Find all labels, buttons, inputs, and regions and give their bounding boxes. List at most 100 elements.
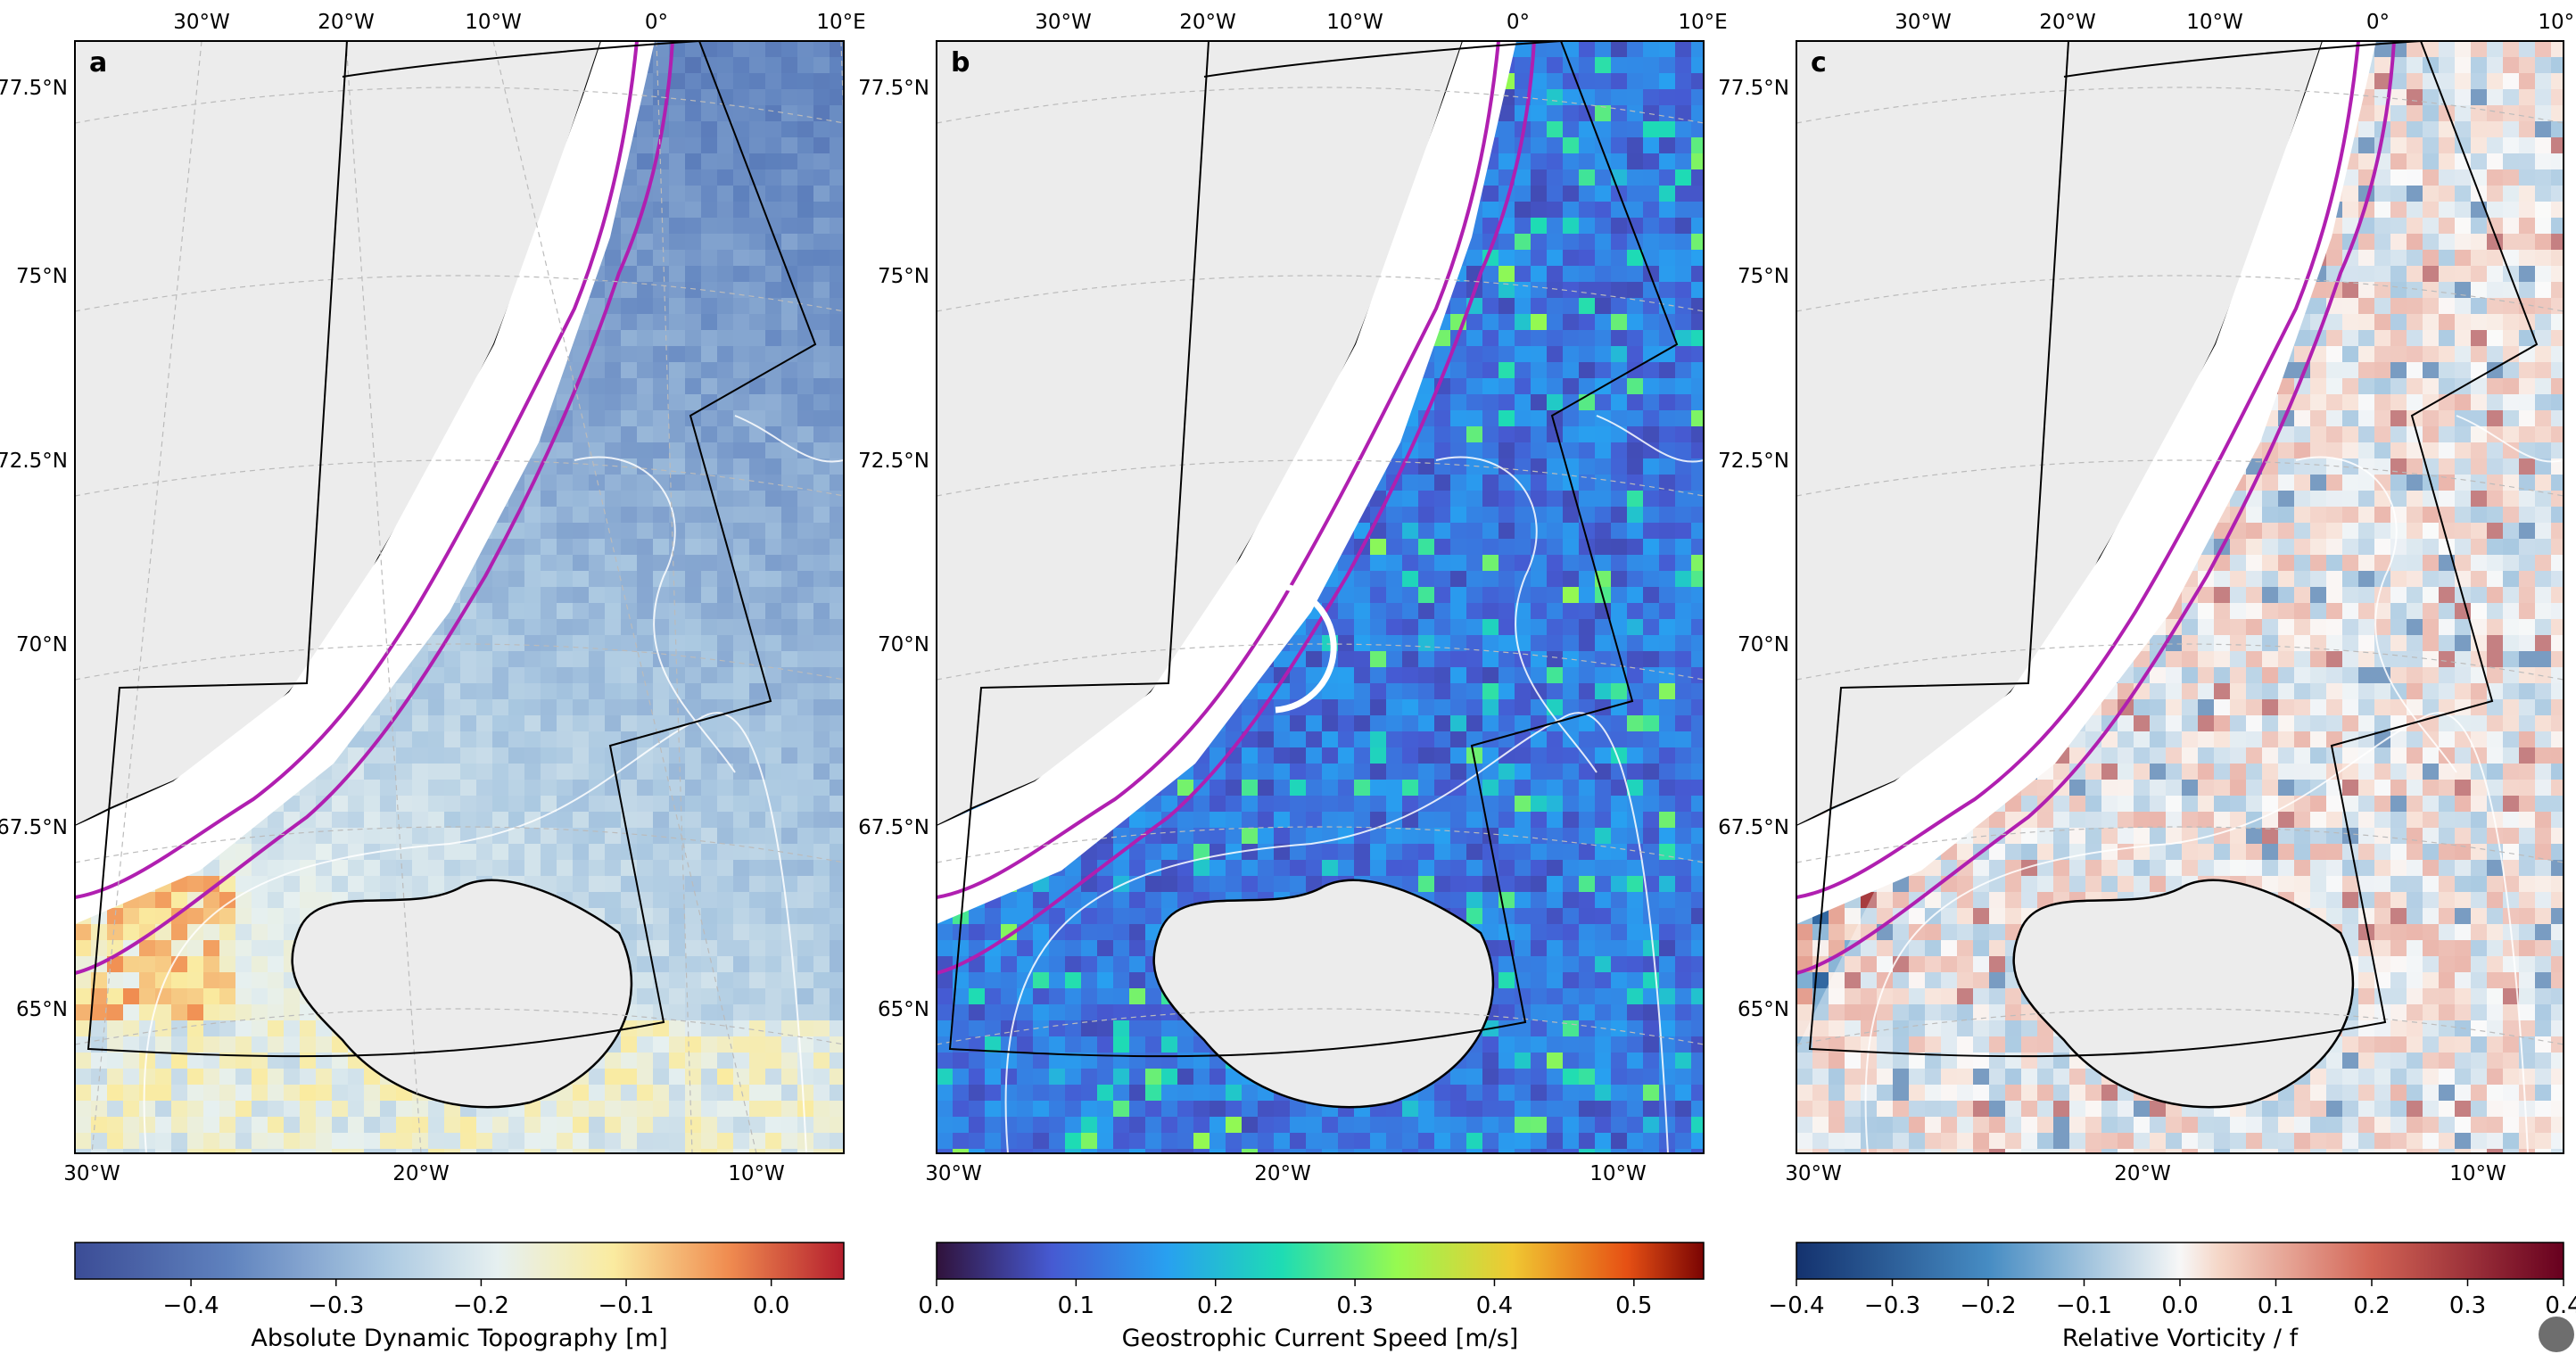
field-cell [219, 1101, 236, 1118]
field-cell [605, 667, 622, 684]
field-cell [1499, 218, 1515, 235]
field-cell [589, 747, 606, 764]
field-cell [669, 860, 686, 877]
field-cell [669, 137, 686, 154]
field-cell [830, 202, 844, 219]
field-cell [589, 715, 606, 732]
field-cell [541, 539, 557, 556]
field-cell [1627, 218, 1644, 235]
field-cell [557, 828, 574, 845]
field-cell [1418, 475, 1435, 491]
field-cell [781, 362, 798, 379]
field-cell [1515, 169, 1532, 186]
field-cell [541, 715, 557, 732]
field-cell [685, 860, 702, 877]
field-cell [524, 651, 541, 668]
field-cell [733, 105, 750, 122]
field-cell [765, 731, 782, 748]
field-cell [653, 860, 670, 877]
field-cell [107, 1036, 124, 1053]
field-cell [573, 812, 590, 829]
field-cell [717, 1053, 734, 1069]
field-cell [653, 57, 670, 74]
field-cell [171, 1036, 188, 1053]
field-cell [653, 844, 670, 861]
field-cell [1691, 57, 1704, 74]
field-cell [797, 860, 814, 877]
model-domain-outline [87, 41, 817, 1058]
field-cell [316, 1117, 333, 1134]
field-cell [605, 796, 622, 813]
field-cell [637, 426, 654, 443]
field-cell [1499, 362, 1515, 379]
field-cell [765, 89, 782, 106]
field-cell [1515, 202, 1532, 219]
field-cell [701, 1149, 718, 1153]
field-cell [1531, 186, 1548, 202]
field-cell [797, 137, 814, 154]
field-cell [1595, 362, 1612, 379]
field-cell [412, 1117, 429, 1134]
field-cell [541, 1133, 557, 1150]
field-cell [492, 587, 509, 604]
field-cell [701, 780, 718, 797]
field-cell [75, 1085, 92, 1102]
field-cell [813, 587, 830, 604]
field-cell [171, 1053, 188, 1069]
field-cell [1515, 234, 1532, 251]
field-cell [1563, 507, 1580, 524]
field-cell [348, 1133, 365, 1150]
field-cell [717, 651, 734, 668]
field-cell [1531, 73, 1548, 90]
field-cell [637, 924, 654, 941]
field-cell [364, 1149, 381, 1153]
field-cell [524, 1117, 541, 1134]
field-cell [573, 1085, 590, 1102]
field-cell [589, 699, 606, 716]
field-cell [685, 202, 702, 219]
field-cell [733, 764, 750, 780]
field-cell [621, 619, 638, 636]
field-cell [717, 1101, 734, 1118]
field-cell [155, 972, 172, 989]
field-cell [669, 1053, 686, 1069]
field-cell [476, 587, 493, 604]
field-cell [765, 1133, 782, 1150]
field-cell [139, 908, 156, 925]
field-cell [781, 539, 798, 556]
field-cell [1515, 555, 1532, 572]
field-cell [219, 1117, 236, 1134]
field-cell [332, 1133, 349, 1150]
field-cell [637, 234, 654, 251]
field-cell [557, 603, 574, 620]
field-cell [476, 860, 493, 877]
field-cell [1627, 186, 1644, 202]
field-cell [1643, 330, 1660, 347]
field-cell [139, 1085, 156, 1102]
field-cell [268, 1149, 285, 1153]
field-cell [765, 394, 782, 411]
field-cell [685, 683, 702, 700]
field-cell [123, 1149, 140, 1153]
field-cell [717, 1133, 734, 1150]
field-cell [813, 715, 830, 732]
field-cell [669, 940, 686, 957]
field-cell [492, 699, 509, 716]
field-cell [1579, 378, 1596, 395]
field-cell [1595, 250, 1612, 267]
field-cell [1531, 426, 1548, 443]
field-cell [460, 860, 477, 877]
field-cell [1675, 234, 1692, 251]
field-cell [765, 442, 782, 459]
field-cell [621, 202, 638, 219]
field-cell [1643, 298, 1660, 315]
field-cell [1402, 475, 1419, 491]
field-cell [268, 1069, 285, 1086]
field-cell [203, 1053, 220, 1069]
field-cell [219, 956, 236, 973]
field-cell [765, 892, 782, 909]
field-cell [1482, 507, 1499, 524]
field-cell [557, 1101, 574, 1118]
field-cell [1675, 250, 1692, 267]
